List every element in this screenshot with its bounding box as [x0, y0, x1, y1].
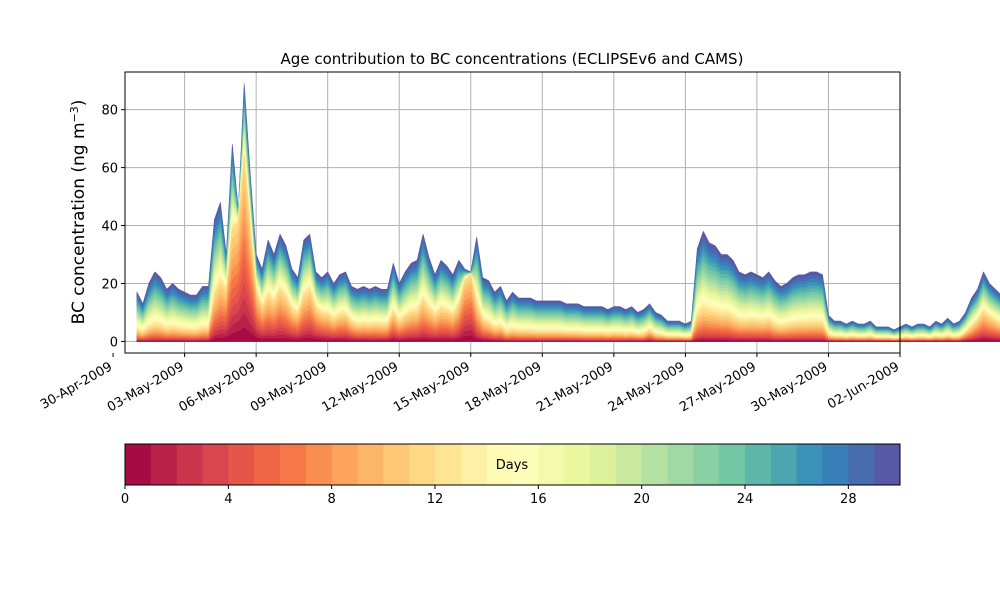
colorbar-frame — [124, 443, 901, 486]
colorbar-tick-label: 20 — [633, 492, 650, 507]
x-tick-label: 24-May-2009 — [606, 359, 688, 415]
x-tick-label: 06-May-2009 — [176, 359, 258, 415]
colorbar-cell — [202, 444, 229, 485]
colorbar-cell — [305, 444, 333, 485]
x-tick-label: 27-May-2009 — [677, 359, 759, 415]
y-tick-label: 0 — [110, 335, 118, 350]
colorbar-tick-label: 12 — [427, 492, 444, 507]
x-axis-ticks: 30-Apr-200903-May-200906-May-200909-May-… — [38, 353, 902, 415]
x-tick-label: 12-May-2009 — [320, 359, 402, 415]
colorbar-cell — [615, 444, 643, 485]
x-tick-label: 30-May-2009 — [749, 359, 831, 415]
colorbar — [125, 444, 901, 485]
colorbar-tick-label: 28 — [840, 492, 857, 507]
colorbar-cell — [254, 444, 281, 485]
colorbar-cell — [770, 444, 798, 485]
colorbar-cell — [512, 444, 539, 485]
colorbar-cell — [228, 444, 255, 485]
colorbar-cell — [590, 444, 617, 485]
colorbar-tick-label: 4 — [224, 492, 232, 507]
colorbar-cell — [796, 444, 823, 485]
y-tick-label: 60 — [101, 162, 118, 177]
x-tick-label: 21-May-2009 — [534, 359, 616, 415]
colorbar-cell — [280, 444, 307, 485]
x-tick-label: 03-May-2009 — [105, 359, 187, 415]
colorbar-cell — [460, 444, 488, 485]
y-tick-label: 20 — [101, 277, 118, 292]
colorbar-ticks: 0 4 8 12 16 20 24 28 — [121, 485, 857, 507]
colorbar-cell — [409, 444, 436, 485]
colorbar-cell — [667, 444, 694, 485]
colorbar-cell — [176, 444, 203, 485]
colorbar-tick-label: 0 — [121, 492, 129, 507]
x-tick-label: 18-May-2009 — [463, 359, 545, 415]
colorbar-cell — [331, 444, 358, 485]
y-tick-label: 80 — [101, 104, 118, 119]
y-tick-label: 40 — [101, 220, 118, 235]
colorbar-cell — [719, 444, 746, 485]
colorbar-cell — [486, 444, 513, 485]
colorbar-cell — [822, 444, 849, 485]
x-tick-label: 15-May-2009 — [391, 359, 473, 415]
colorbar-cell — [693, 444, 720, 485]
colorbar-cell — [874, 444, 901, 485]
colorbar-cell — [848, 444, 875, 485]
colorbar-cell — [538, 444, 565, 485]
stacked-age-areas — [136, 83, 1000, 342]
colorbar-cell — [435, 444, 462, 485]
colorbar-cell — [564, 444, 591, 485]
colorbar-label: Days — [496, 458, 529, 473]
plot-frame — [124, 71, 901, 354]
age-band-area — [136, 327, 1000, 342]
colorbar-cell — [383, 444, 410, 485]
chart-title: Age contribution to BC concentrations (E… — [281, 50, 744, 68]
colorbar-cell — [150, 444, 178, 485]
colorbar-cell — [641, 444, 668, 485]
colorbar-tick-label: 24 — [737, 492, 754, 507]
y-axis-label: BC concentration (ng m−3) — [68, 100, 90, 325]
y-axis-ticks: 0 20 40 60 80 — [101, 104, 125, 350]
x-tick-label: 09-May-2009 — [248, 359, 330, 415]
x-tick-label: 02-Jun-2009 — [825, 359, 902, 412]
x-tick-label: 30-Apr-2009 — [38, 359, 115, 412]
colorbar-cell — [357, 444, 384, 485]
colorbar-cell — [125, 444, 152, 485]
colorbar-tick-label: 8 — [328, 492, 336, 507]
colorbar-tick-label: 16 — [530, 492, 547, 507]
colorbar-cell — [745, 444, 772, 485]
